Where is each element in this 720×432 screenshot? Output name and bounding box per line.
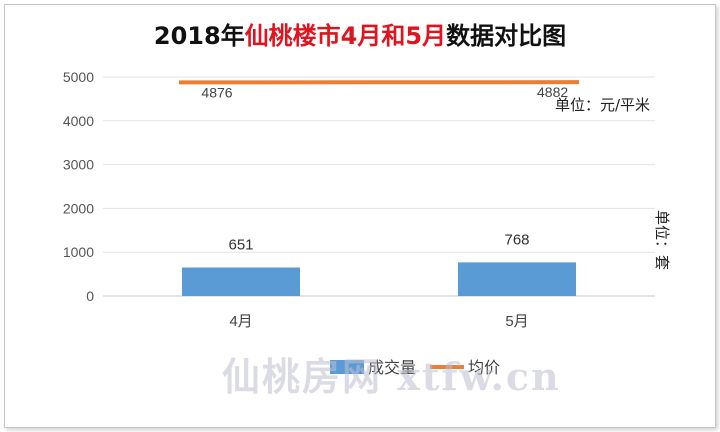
y-tick-label: 2000 <box>63 200 94 216</box>
x-tick-label: 4月 <box>229 313 252 330</box>
legend-label: 均价 <box>468 359 500 377</box>
x-axis: 4月 5月 <box>229 313 528 330</box>
y-tick-label: 4000 <box>63 113 94 129</box>
chart-title-part-1: 仙桃楼市4月和5月 <box>244 22 447 50</box>
x-tick-label: 5月 <box>505 313 528 330</box>
bar-data-label: 768 <box>504 231 529 248</box>
chart-frame <box>4 4 716 428</box>
bar <box>458 262 576 296</box>
chart-title: 2018年仙桃楼市4月和5月数据对比图 <box>0 16 720 51</box>
unit-label-price: 单位：元/平米 <box>555 96 650 114</box>
legend: 成交量 均价 <box>330 359 500 377</box>
line-data-label: 4882 <box>537 84 568 100</box>
bars: 651 768 <box>182 231 576 296</box>
bar-data-label: 651 <box>228 236 253 253</box>
line-series: 4876 4882 <box>178 80 580 100</box>
unit-label-volume: 单位：套 <box>653 210 671 270</box>
y-tick-label: 1000 <box>63 244 94 260</box>
y-tick-label: 3000 <box>63 157 94 173</box>
bar <box>182 267 300 296</box>
legend-label: 成交量 <box>368 359 416 377</box>
y-axis: 0 1000 2000 3000 4000 5000 <box>63 69 94 304</box>
chart-title-part-0: 2018年 <box>153 22 245 50</box>
legend-swatch-bar <box>330 360 364 374</box>
line-data-label: 4876 <box>201 84 232 100</box>
y-tick-label: 0 <box>86 288 94 304</box>
chart-title-part-2: 数据对比图 <box>446 22 567 50</box>
y-tick-label: 5000 <box>63 69 94 85</box>
